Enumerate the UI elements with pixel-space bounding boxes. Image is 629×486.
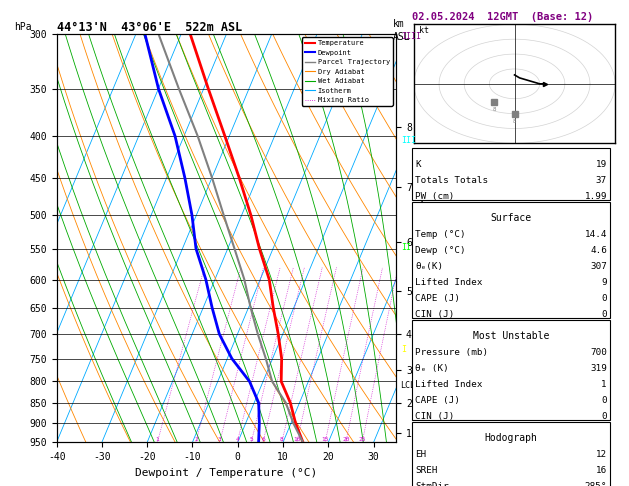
Text: Temp (°C): Temp (°C) [415, 230, 465, 239]
Text: Pressure (mb): Pressure (mb) [415, 348, 488, 357]
Text: StmDir: StmDir [415, 482, 449, 486]
Text: 44°13'N  43°06'E  522m ASL: 44°13'N 43°06'E 522m ASL [57, 21, 242, 34]
Text: K: K [415, 160, 421, 169]
Text: Lifted Index: Lifted Index [415, 278, 482, 287]
Text: SREH: SREH [415, 466, 438, 475]
Text: 8: 8 [493, 106, 496, 112]
Text: 285°: 285° [584, 482, 607, 486]
Text: 37: 37 [596, 176, 607, 185]
Text: 10: 10 [293, 437, 301, 442]
Text: 20: 20 [342, 437, 350, 442]
Text: IIII: IIII [401, 32, 421, 41]
Text: PW (cm): PW (cm) [415, 192, 455, 201]
Text: LCL: LCL [399, 382, 415, 390]
Text: kt: kt [419, 26, 429, 35]
Text: 2: 2 [194, 437, 198, 442]
Text: EH: EH [415, 450, 426, 459]
Text: 1.99: 1.99 [584, 192, 607, 201]
Text: 4.6: 4.6 [590, 246, 607, 255]
Text: km: km [393, 19, 405, 30]
Text: II: II [401, 243, 411, 252]
Text: 0: 0 [601, 412, 607, 421]
Text: Dewp (°C): Dewp (°C) [415, 246, 465, 255]
Text: 0: 0 [601, 310, 607, 319]
Text: III: III [401, 136, 416, 145]
Text: 3: 3 [218, 437, 221, 442]
X-axis label: Dewpoint / Temperature (°C): Dewpoint / Temperature (°C) [135, 468, 318, 478]
Text: Hodograph: Hodograph [484, 434, 538, 443]
Text: θₑ(K): θₑ(K) [415, 262, 443, 271]
Text: 14.4: 14.4 [584, 230, 607, 239]
Text: © weatheronline.co.uk: © weatheronline.co.uk [464, 472, 568, 481]
Text: 02.05.2024  12GMT  (Base: 12): 02.05.2024 12GMT (Base: 12) [412, 12, 593, 22]
Text: 5: 5 [250, 437, 253, 442]
Text: 4: 4 [235, 437, 239, 442]
Text: 16: 16 [596, 466, 607, 475]
Text: 15: 15 [321, 437, 329, 442]
Text: 6: 6 [261, 437, 265, 442]
Text: Totals Totals: Totals Totals [415, 176, 488, 185]
Text: CAPE (J): CAPE (J) [415, 396, 460, 405]
Text: Most Unstable: Most Unstable [473, 331, 549, 341]
Text: 1: 1 [155, 437, 159, 442]
Text: θₑ (K): θₑ (K) [415, 364, 449, 373]
Text: Surface: Surface [491, 213, 532, 223]
Text: CAPE (J): CAPE (J) [415, 294, 460, 303]
Text: hPa: hPa [14, 22, 31, 32]
Legend: Temperature, Dewpoint, Parcel Trajectory, Dry Adiabat, Wet Adiabat, Isotherm, Mi: Temperature, Dewpoint, Parcel Trajectory… [302, 37, 392, 106]
Text: 700: 700 [590, 348, 607, 357]
Text: 8: 8 [280, 437, 284, 442]
Text: 19: 19 [596, 160, 607, 169]
Text: 25: 25 [359, 437, 366, 442]
Text: 0: 0 [601, 396, 607, 405]
Text: Mixing Ratio (g/kg): Mixing Ratio (g/kg) [419, 187, 428, 289]
Text: I: I [401, 345, 406, 354]
Text: CIN (J): CIN (J) [415, 412, 455, 421]
Text: 8: 8 [513, 119, 516, 123]
Text: 1: 1 [601, 380, 607, 389]
Text: ASL: ASL [393, 32, 411, 42]
Text: CIN (J): CIN (J) [415, 310, 455, 319]
Text: Lifted Index: Lifted Index [415, 380, 482, 389]
Text: 12: 12 [596, 450, 607, 459]
Text: 319: 319 [590, 364, 607, 373]
Text: 0: 0 [601, 294, 607, 303]
Text: 307: 307 [590, 262, 607, 271]
Text: 9: 9 [601, 278, 607, 287]
